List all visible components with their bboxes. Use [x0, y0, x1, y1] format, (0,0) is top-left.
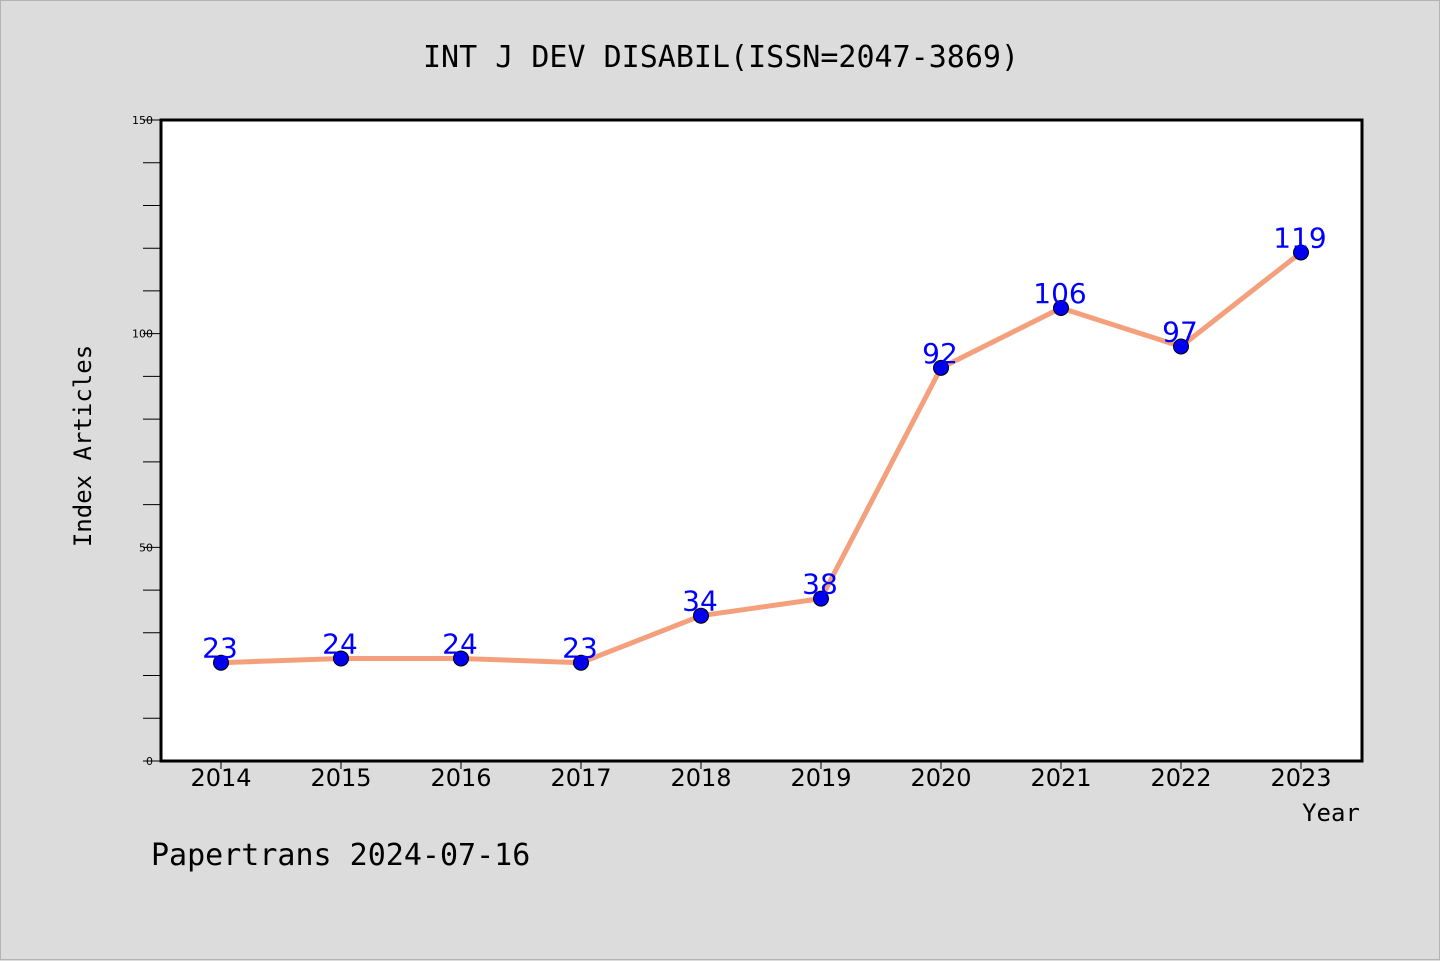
data-label: 97	[1162, 315, 1198, 348]
data-point	[333, 650, 349, 667]
data-label: 106	[1033, 277, 1086, 310]
data-point	[1173, 338, 1189, 355]
x-axis-ticks: 2014 2015 2016 2017 2018 2019 2020 2021 2022 2023	[190, 761, 1332, 792]
data-label: 23	[202, 632, 238, 665]
y-tick-label: 50	[139, 541, 153, 554]
data-point	[1293, 244, 1309, 261]
data-label: 34	[682, 585, 718, 618]
series-line	[218, 249, 1304, 666]
data-point	[213, 654, 229, 671]
data-point	[573, 654, 589, 671]
data-label: 92	[922, 337, 958, 370]
data-point	[693, 607, 709, 624]
y-tick-label: 0	[146, 755, 153, 768]
data-point	[813, 590, 829, 607]
x-tick-label: 2018	[670, 764, 731, 792]
x-tick-label: 2023	[1270, 764, 1331, 792]
chart-title: INT J DEV DISABIL(ISSN=2047-3869)	[423, 40, 1019, 75]
data-label: 38	[802, 568, 838, 601]
y-tick-label: 100	[132, 328, 153, 341]
x-tick-label: 2015	[310, 764, 371, 792]
data-label: 24	[442, 627, 478, 660]
y-axis-ticks: 0 50 100 150	[132, 114, 161, 768]
x-tick-label: 2014	[190, 764, 251, 792]
x-tick-label: 2016	[430, 764, 491, 792]
data-point	[933, 359, 949, 376]
x-axis-label: Year	[1302, 799, 1360, 827]
plot-area	[159, 118, 1364, 763]
data-label: 23	[562, 632, 598, 665]
data-label: 119	[1273, 221, 1326, 254]
data-labels: 23 24 24 23 34 38 92 106 97 119	[202, 221, 1327, 664]
x-tick-label: 2022	[1150, 764, 1211, 792]
footer-watermark: Papertrans 2024-07-16	[151, 838, 530, 873]
x-tick-label: 2017	[550, 764, 611, 792]
x-tick-label: 2019	[790, 764, 851, 792]
y-tick-label: 150	[132, 114, 153, 127]
data-point	[453, 650, 469, 667]
series-line-group	[218, 249, 1304, 666]
y-axis-label: Index Articles	[69, 345, 97, 547]
x-tick-label: 2021	[1030, 764, 1091, 792]
data-point	[1053, 300, 1069, 317]
data-label: 24	[322, 627, 358, 660]
data-points	[213, 244, 1309, 671]
x-tick-label: 2020	[910, 764, 971, 792]
